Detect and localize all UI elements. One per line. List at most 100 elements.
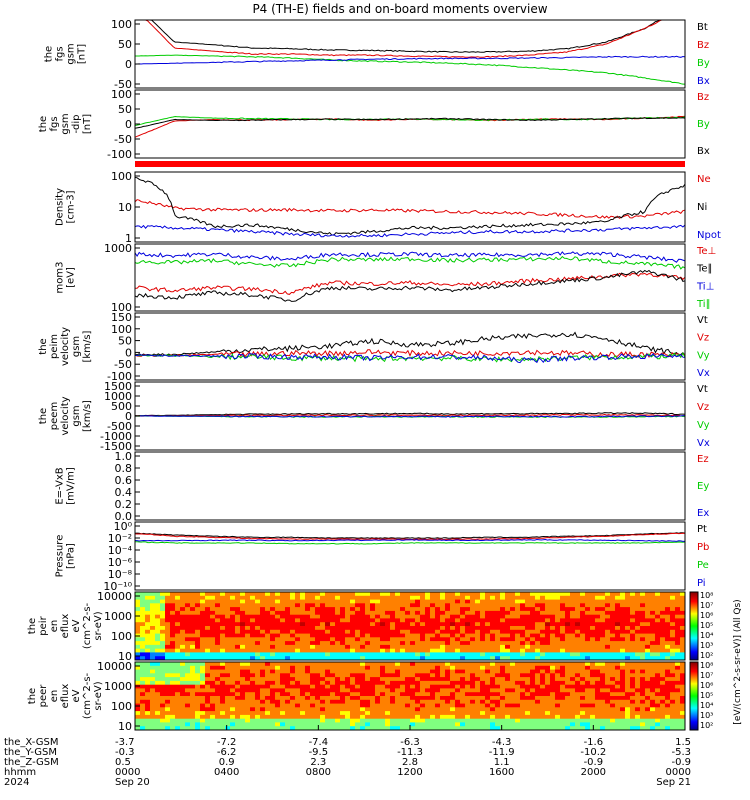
spectrogram-cell	[400, 711, 406, 716]
spectrogram-cell	[170, 603, 176, 608]
spectrogram-cell	[145, 629, 151, 634]
spectrogram-cell	[330, 614, 336, 619]
spectrogram-cell	[255, 692, 261, 697]
spectrogram-cell	[670, 614, 676, 619]
spectrogram-cell	[250, 711, 256, 716]
spectrogram-cell	[265, 652, 271, 657]
spectrogram-cell	[280, 652, 286, 657]
y-tick-label: -50	[114, 133, 132, 146]
spectrogram-cell	[260, 677, 266, 682]
spectrogram-cell	[570, 669, 576, 674]
spectrogram-cell	[350, 699, 356, 704]
spectrogram-cell	[265, 669, 271, 674]
spectrogram-cell	[160, 688, 166, 693]
spectrogram-cell	[245, 684, 251, 689]
spectrogram-cell	[505, 626, 511, 631]
spectrogram-cell	[385, 629, 391, 634]
spectrogram-cell	[315, 680, 321, 686]
spectrogram-cell	[620, 677, 626, 682]
spectrogram-cell	[445, 677, 451, 682]
spectrogram-cell	[285, 718, 291, 723]
spectrogram-cell	[225, 610, 231, 616]
y-tick-label: 0.4	[115, 486, 133, 499]
spectrogram-cell	[260, 607, 266, 612]
spectrogram-cell	[525, 665, 531, 670]
spectrogram-cell	[460, 726, 466, 731]
spectrogram-cell	[365, 652, 371, 657]
spectrogram-cell	[620, 614, 626, 619]
spectrogram-cell	[285, 633, 291, 638]
spectrogram-cell	[215, 718, 221, 723]
spectrogram-cell	[230, 629, 236, 634]
spectrogram-cell	[190, 633, 196, 638]
spectrogram-cell	[675, 641, 681, 646]
spectrogram-cell	[270, 610, 276, 616]
spectrogram-cell	[300, 633, 306, 638]
spectrogram-cell	[245, 633, 251, 638]
spectrogram-cell	[170, 648, 176, 653]
spectrogram-cell	[290, 665, 296, 670]
y-axis-label: [cm-3]	[66, 190, 77, 223]
spectrogram-cell	[335, 614, 341, 619]
spectrogram-cell	[475, 684, 481, 689]
spectrogram-cell	[290, 688, 296, 693]
spectrogram-cell	[430, 677, 436, 682]
spectrogram-cell	[325, 599, 331, 604]
spectrogram-cell	[445, 652, 451, 657]
spectrogram-cell	[230, 656, 236, 661]
spectrogram-cell	[270, 673, 276, 678]
spectrogram-cell	[495, 688, 501, 693]
spectrogram-cell	[325, 648, 331, 653]
spectrogram-cell	[395, 711, 401, 716]
spectrogram-cell	[250, 595, 256, 600]
spectrogram-cell	[380, 726, 386, 731]
spectrogram-cell	[305, 699, 311, 704]
spectrogram-cell	[475, 637, 481, 642]
spectrogram-cell	[530, 644, 536, 650]
spectrogram-cell	[375, 618, 381, 623]
y-tick-label: 10000	[97, 660, 132, 673]
spectrogram-cell	[295, 669, 301, 674]
spectrogram-cell	[435, 688, 441, 693]
spectrogram-cell	[325, 684, 331, 689]
spectrogram-cell	[605, 662, 611, 667]
spectrogram-cell	[195, 662, 201, 667]
spectrogram-cell	[420, 684, 426, 689]
spectrogram-cell	[315, 626, 321, 631]
spectrogram-cell	[555, 669, 561, 674]
spectrogram-cell	[160, 707, 166, 712]
spectrogram-cell	[380, 669, 386, 674]
spectrogram-cell	[245, 722, 251, 727]
spectrogram-cell	[410, 610, 416, 616]
spectrogram-cell	[510, 722, 516, 727]
spectrogram-cell	[170, 644, 176, 650]
spectrogram-cell	[405, 626, 411, 631]
spectrogram-cell	[310, 665, 316, 670]
spectrogram-cell	[300, 673, 306, 678]
spectrogram-cell	[280, 662, 286, 667]
x-row-label: the_Y-GSM	[4, 747, 57, 758]
spectrogram-cell	[355, 680, 361, 686]
spectrogram-cell	[150, 641, 156, 646]
spectrogram-cell	[225, 677, 231, 682]
spectrogram-cell	[475, 722, 481, 727]
spectrogram-cell	[335, 714, 341, 720]
spectrogram-cell	[145, 711, 151, 716]
spectrogram-cell	[515, 722, 521, 727]
spectrogram-cell	[135, 684, 141, 689]
spectrogram-cell	[245, 726, 251, 731]
spectrogram-cell	[560, 692, 566, 697]
spectrogram-cell	[555, 714, 561, 720]
spectrogram-cell	[545, 718, 551, 723]
spectrogram-cell	[395, 707, 401, 712]
spectrogram-cell	[215, 673, 221, 678]
spectrogram-cell	[680, 656, 686, 661]
spectrogram-cell	[510, 673, 516, 678]
spectrogram-cell	[460, 607, 466, 612]
spectrogram-cell	[345, 726, 351, 731]
spectrogram-cell	[500, 622, 506, 627]
spectrogram-cell	[200, 722, 206, 727]
spectrogram-cell	[255, 603, 261, 608]
spectrogram-cell	[670, 677, 676, 682]
spectrogram-cell	[370, 629, 376, 634]
